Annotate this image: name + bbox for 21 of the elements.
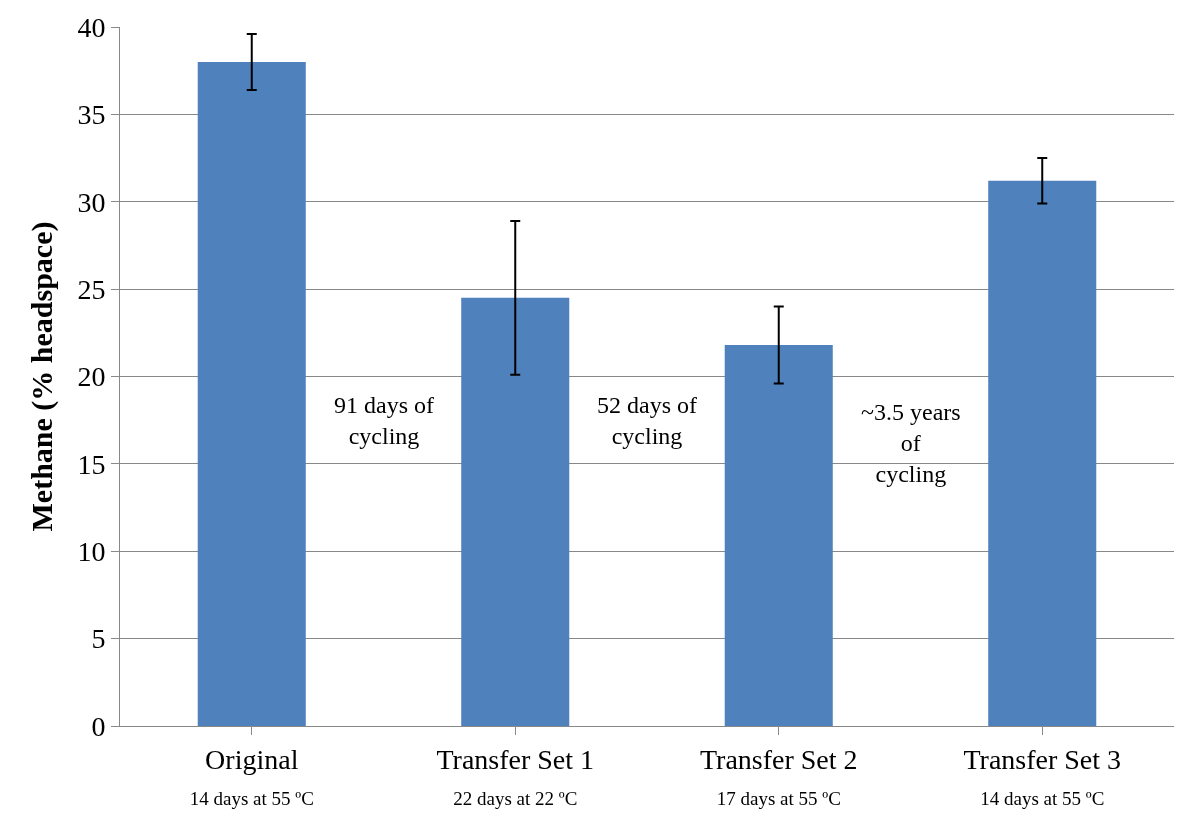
annotation: 91 days of cycling	[334, 392, 434, 450]
y-tick-label: 40	[77, 11, 106, 43]
bar	[197, 61, 306, 726]
bar	[988, 180, 1097, 726]
y-tick-label: 0	[91, 710, 106, 742]
annotation: ~3.5 years of cycling	[861, 399, 961, 488]
x-tick-label: Transfer Set 2 17 days at 55 ºC	[699, 743, 858, 809]
bar	[461, 297, 570, 726]
y-tick-label: 10	[77, 536, 106, 568]
y-tick-label: 20	[77, 361, 106, 393]
y-tick-label: 15	[77, 448, 106, 480]
x-tick-label: Original 14 days at 55 ºC	[189, 743, 314, 809]
y-tick-label: 35	[77, 99, 106, 131]
y-axis-title: Methane (% headspace)	[25, 221, 60, 532]
y-tick-label: 25	[77, 273, 106, 305]
bar	[724, 345, 833, 726]
x-tick-label: Transfer Set 1 22 days at 22 ºC	[436, 743, 595, 809]
x-tick-label: Transfer Set 3 14 days at 55 ºC	[963, 743, 1122, 809]
y-tick-label: 5	[91, 623, 106, 655]
y-tick-label: 30	[77, 186, 106, 218]
annotation: 52 days of cycling	[597, 392, 697, 450]
